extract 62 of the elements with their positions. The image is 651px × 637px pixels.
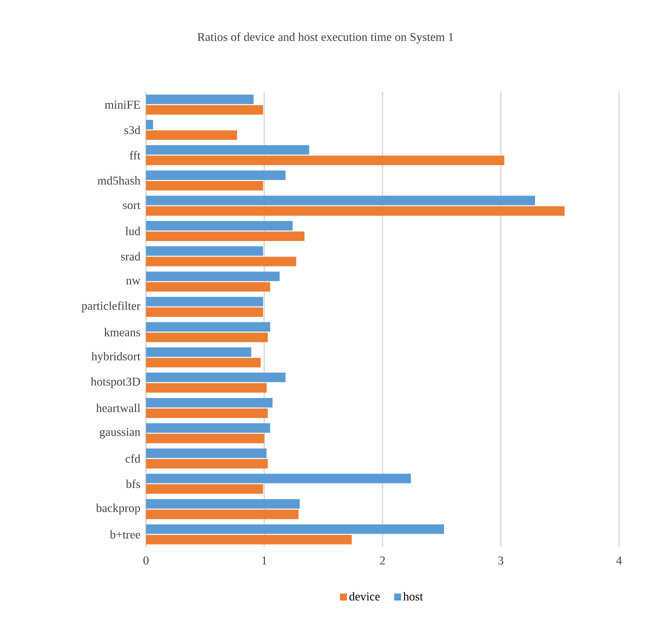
bar [146,347,252,357]
bar [146,232,304,242]
bar [146,120,154,130]
y-tick-label: sort [123,202,140,210]
bar [146,296,264,306]
bar [146,180,264,190]
x-tick-label: 2 [380,556,385,564]
bar [146,145,310,155]
y-tick-label: particlefilter [82,301,140,312]
bar [146,372,286,382]
legend-label: host [403,592,423,601]
x-tick-label: 4 [616,556,622,564]
bar [146,256,296,266]
y-tick-label: nw [126,278,140,284]
bar [146,94,254,104]
legend-label: device [349,592,380,601]
bar [146,474,411,484]
bar [146,448,267,458]
chart-title: Ratios of device and host execution time on System 1 [198,32,454,44]
y-tick-label: bfs [126,480,140,488]
bar [146,383,267,393]
y-tick-label: heartwall [96,404,140,412]
y-tick-label: hotspot3D [90,377,140,388]
bar [146,524,444,534]
y-tick-label: s3d [124,126,140,134]
bar [146,130,238,140]
bar [146,534,352,544]
y-tick-label: miniFE [104,100,140,109]
bar [146,282,270,292]
y-tick-label: fft [130,150,140,160]
bar [146,434,264,444]
bar [146,322,270,332]
bar [146,206,565,216]
y-tick-label: backprop [96,504,140,514]
y-tick-label: srad [121,252,140,260]
bar [146,221,293,231]
bar [146,196,536,206]
bar [146,156,504,166]
y-tick-label: gaussian [100,428,140,438]
bar [146,272,280,282]
bar [146,398,273,408]
bar [146,358,261,368]
bar [146,246,264,256]
bar [146,332,268,342]
bar [146,170,286,180]
x-tick-label: 3 [498,556,504,565]
y-tick-label: b+tree [110,530,140,539]
y-tick-label: kmeans [104,328,140,336]
y-tick-label: lud [125,226,140,236]
x-tick-label: 0 [143,556,149,565]
bar [146,307,264,317]
y-tick-label: md5hash [98,176,140,185]
bar [146,459,268,469]
x-tick-label: 1 [262,556,267,564]
bar [146,510,299,520]
bar [146,484,264,494]
y-tick-label: cfd [126,454,140,463]
bar [146,408,268,418]
bar [146,423,270,433]
bar [146,499,300,509]
y-tick-label: hybridsort [91,352,140,363]
bar [146,105,264,115]
